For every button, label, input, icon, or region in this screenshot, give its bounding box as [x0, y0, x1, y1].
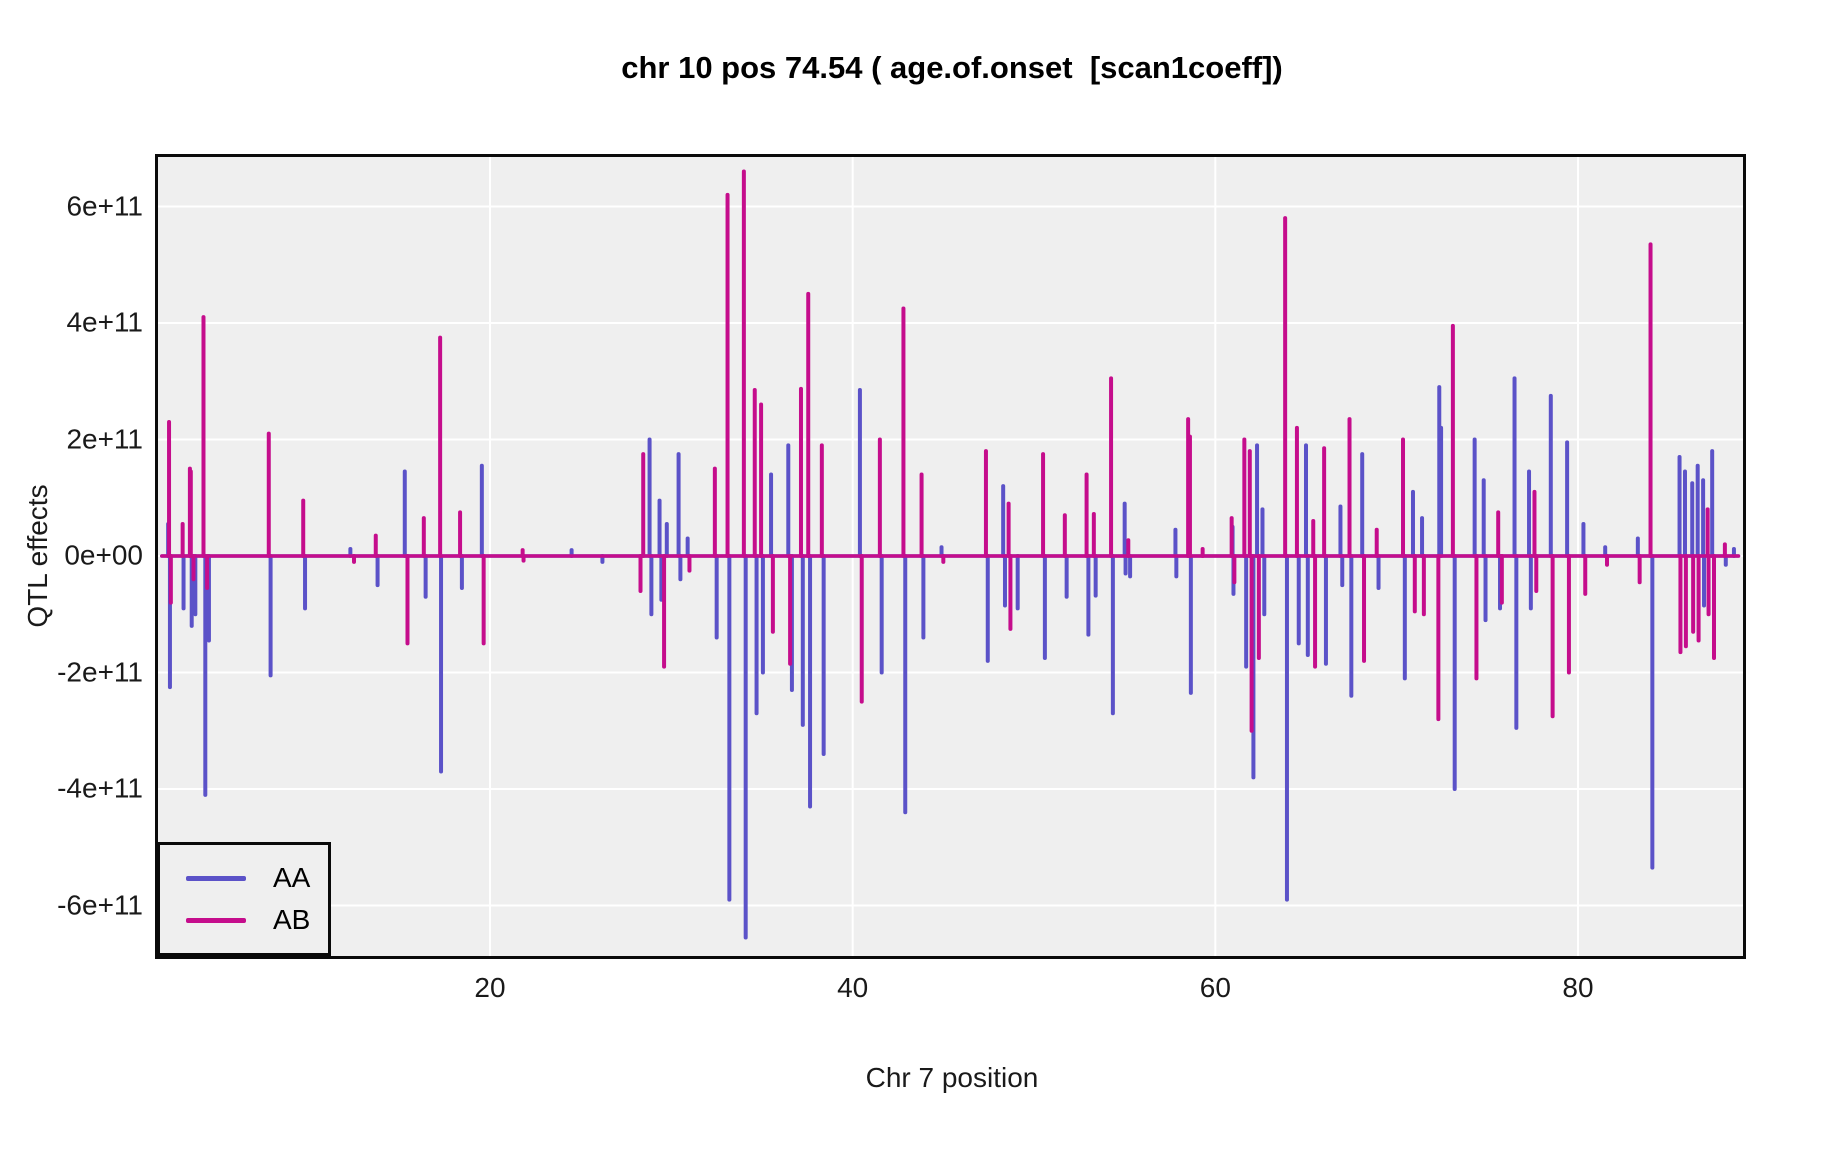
- aa-line-swatch: [186, 875, 246, 881]
- legend-box: AA AB: [157, 842, 331, 956]
- y-tick-label: 6e+11: [66, 189, 143, 221]
- y-tick-label: -4e+11: [57, 772, 143, 804]
- x-tick-label: 20: [474, 972, 506, 1003]
- y-tick-label: 2e+11: [66, 422, 143, 454]
- y-axis-title: QTL effects: [22, 484, 53, 628]
- x-tick-label: 60: [1199, 972, 1231, 1003]
- legend-entry-ab: AB: [160, 899, 328, 941]
- chart-title: chr 10 pos 74.54 ( age.of.onset [scan1co…: [621, 50, 1283, 85]
- legend-entry-aa: AA: [160, 857, 328, 899]
- plot-canvas: [158, 157, 1743, 956]
- y-tick-label: 4e+11: [66, 306, 143, 338]
- y-tick-label: 0e+00: [64, 539, 143, 571]
- x-tick-label: 80: [1562, 972, 1594, 1003]
- y-tick-label: -6e+11: [57, 888, 143, 920]
- x-tick-label: 40: [837, 972, 869, 1003]
- y-tick-label: -2e+11: [57, 655, 143, 687]
- plot-panel: [155, 154, 1746, 959]
- x-axis-title: Chr 7 position: [865, 1062, 1039, 1093]
- legend-label-ab: AB: [273, 904, 311, 935]
- legend-label-aa: AA: [273, 862, 311, 893]
- ab-line-swatch: [186, 917, 246, 923]
